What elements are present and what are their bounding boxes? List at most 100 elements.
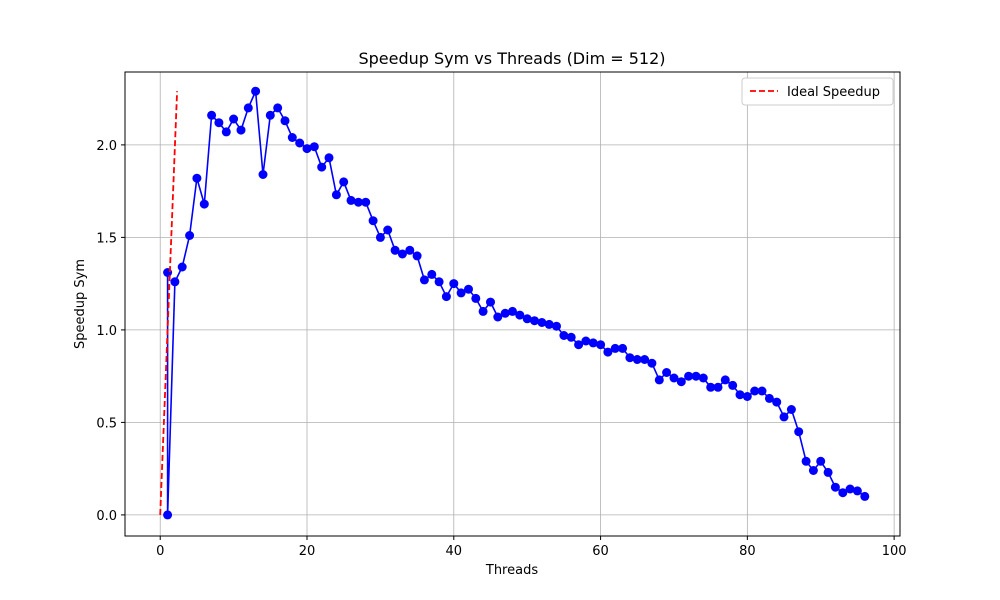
plot-area (125, 72, 900, 536)
speedup-data-point (324, 153, 334, 163)
speedup-data-point (309, 142, 319, 152)
speedup-data-point (236, 125, 246, 135)
x-tick-label: 40 (446, 544, 463, 559)
speedup-data-point (207, 110, 217, 120)
speedup-data-point (493, 312, 503, 322)
speedup-data-point (419, 275, 429, 285)
speedup-data-point (728, 380, 738, 390)
speedup-data-point (295, 138, 305, 148)
speedup-data-point (742, 392, 752, 401)
speedup-data-point (383, 225, 393, 235)
speedup-data-point (720, 375, 730, 385)
y-axis-label: Speedup Sym (73, 259, 88, 349)
speedup-data-point (684, 371, 694, 381)
speedup-data-point (258, 170, 268, 179)
speedup-data-point (456, 288, 466, 298)
speedup-data-point (786, 405, 796, 414)
x-tick-label: 100 (882, 544, 907, 559)
y-tick-label: 2.0 (96, 139, 117, 154)
y-tick-label: 0.0 (96, 509, 117, 524)
speedup-data-point (852, 486, 862, 496)
speedup-data-point (632, 355, 642, 364)
speedup-data-point (441, 292, 451, 302)
speedup-data-point (544, 319, 554, 329)
speedup-data-point (368, 216, 378, 226)
speedup-data-point (860, 491, 870, 501)
speedup-data-point (676, 377, 686, 387)
speedup-data-point (772, 397, 782, 407)
speedup-data-point (317, 162, 327, 172)
speedup-data-point (280, 116, 290, 126)
speedup-data-point (552, 321, 561, 331)
grid-lines (125, 72, 900, 536)
speedup-data-point (764, 393, 774, 403)
speedup-data-point (823, 467, 833, 477)
legend-label-ideal-speedup: Ideal Speedup (787, 85, 880, 100)
series-layer (159, 86, 870, 520)
speedup-data-point (375, 232, 385, 242)
x-tick-label: 80 (739, 544, 756, 559)
speedup-data-point (530, 316, 539, 326)
speedup-data-point (397, 249, 407, 259)
speedup-data-point (287, 133, 297, 142)
speedup-data-point (559, 331, 569, 340)
speedup-data-point (610, 343, 620, 353)
speedup-data-point (640, 355, 650, 364)
speedup-data-point (434, 277, 444, 287)
speedup-data-point (838, 488, 848, 498)
speedup-data-point (390, 245, 400, 255)
speedup-data-point (405, 245, 415, 255)
speedup-data-point (588, 338, 598, 348)
speedup-data-point (221, 127, 231, 137)
speedup-data-point (478, 306, 488, 316)
speedup-data-point (691, 371, 701, 381)
speedup-data-point (625, 353, 635, 363)
speedup-data-point (500, 308, 510, 318)
speedup-data-point (346, 195, 356, 205)
legend-box (741, 77, 894, 106)
speedup-data-point (449, 279, 459, 289)
y-tick-label: 1.5 (96, 231, 117, 246)
speedup-data-point (229, 114, 239, 124)
speedup-data-point (654, 375, 664, 385)
speedup-data-point (735, 390, 745, 400)
speedup-data-point (662, 368, 672, 377)
speedup-data-point (698, 373, 708, 383)
speedup-data-point (302, 144, 312, 154)
speedup-data-point (170, 277, 180, 287)
legend: Ideal Speedup (741, 77, 894, 106)
x-tick-label: 60 (592, 544, 609, 559)
speedup-data-point (353, 197, 363, 207)
speedup-data-point (331, 190, 341, 200)
speedup-data-point (537, 318, 547, 327)
y-tick-label: 0.5 (96, 416, 117, 431)
speedup-data-point (522, 314, 532, 324)
speedup-data-point (713, 382, 723, 392)
speedup-data-point (706, 382, 716, 392)
speedup-data-point (566, 332, 576, 342)
speedup-data-point (412, 251, 422, 261)
speedup-data-point (486, 297, 495, 307)
x-tick-label: 0 (156, 544, 164, 559)
speedup-data-point (427, 269, 437, 279)
speedup-data-point (515, 310, 525, 320)
speedup-data-point (794, 427, 804, 437)
speedup-data-point (163, 510, 173, 520)
speedup-data-point (339, 177, 349, 187)
speedup-data-point (603, 347, 613, 357)
speedup-data-point (596, 340, 606, 350)
speedup-data-point (273, 103, 283, 113)
plot-frame (124, 71, 901, 537)
speedup-data-point (830, 482, 840, 492)
speedup-data-point (845, 484, 855, 494)
speedup-data-point (618, 343, 628, 353)
speedup-data-point (214, 118, 224, 128)
x-tick-label: 20 (299, 544, 316, 559)
speedup-data-point (801, 456, 811, 466)
speedup-data-point (647, 358, 657, 368)
speedup-data-point (508, 306, 517, 316)
speedup-data-point (581, 336, 591, 346)
speedup-data-point (251, 86, 261, 96)
speedup-data-point (574, 340, 584, 350)
